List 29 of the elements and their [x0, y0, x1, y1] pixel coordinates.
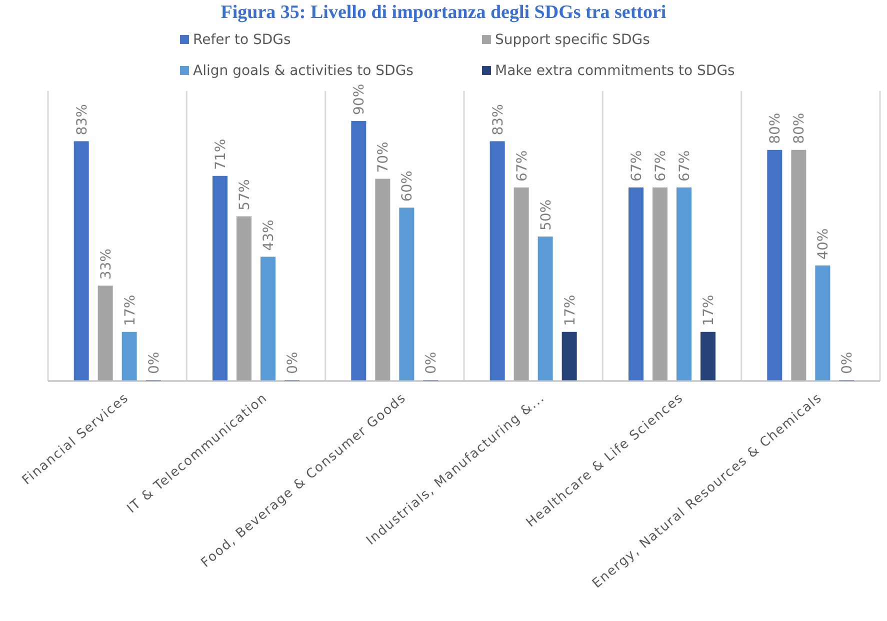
data-label: 0%: [146, 352, 162, 374]
data-label: 90%: [352, 84, 368, 115]
data-label: 67%: [653, 150, 669, 182]
data-label: 17%: [562, 294, 578, 326]
chart-title: Figura 35: Livello di importanza degli SDGs tra settori: [220, 2, 666, 23]
data-label: 33%: [98, 248, 114, 280]
data-label: 40%: [816, 228, 832, 260]
data-label: 60%: [400, 170, 416, 202]
data-label: 57%: [237, 179, 253, 210]
data-label: 0%: [285, 352, 301, 374]
legend-label: Align goals & activities to SDGs: [193, 63, 414, 79]
data-label: 67%: [629, 150, 645, 182]
data-label: 83%: [490, 104, 506, 136]
data-label: 0%: [840, 352, 856, 374]
legend-label: Support specific SDGs: [495, 32, 650, 48]
data-label: 67%: [514, 150, 530, 182]
data-label: 80%: [792, 112, 808, 144]
legend-label: Refer to SDGs: [193, 32, 291, 48]
data-label: 83%: [74, 104, 90, 136]
legend-label: Make extra commitments to SDGs: [495, 63, 735, 79]
data-label: 43%: [261, 220, 277, 251]
data-label: 70%: [376, 142, 392, 173]
data-label: 17%: [122, 294, 138, 326]
data-label: 17%: [701, 294, 717, 326]
data-label: 80%: [768, 112, 784, 144]
data-label: 67%: [677, 150, 693, 182]
data-label: 71%: [213, 138, 229, 170]
data-label: 50%: [538, 199, 554, 231]
data-label: 0%: [424, 352, 440, 374]
